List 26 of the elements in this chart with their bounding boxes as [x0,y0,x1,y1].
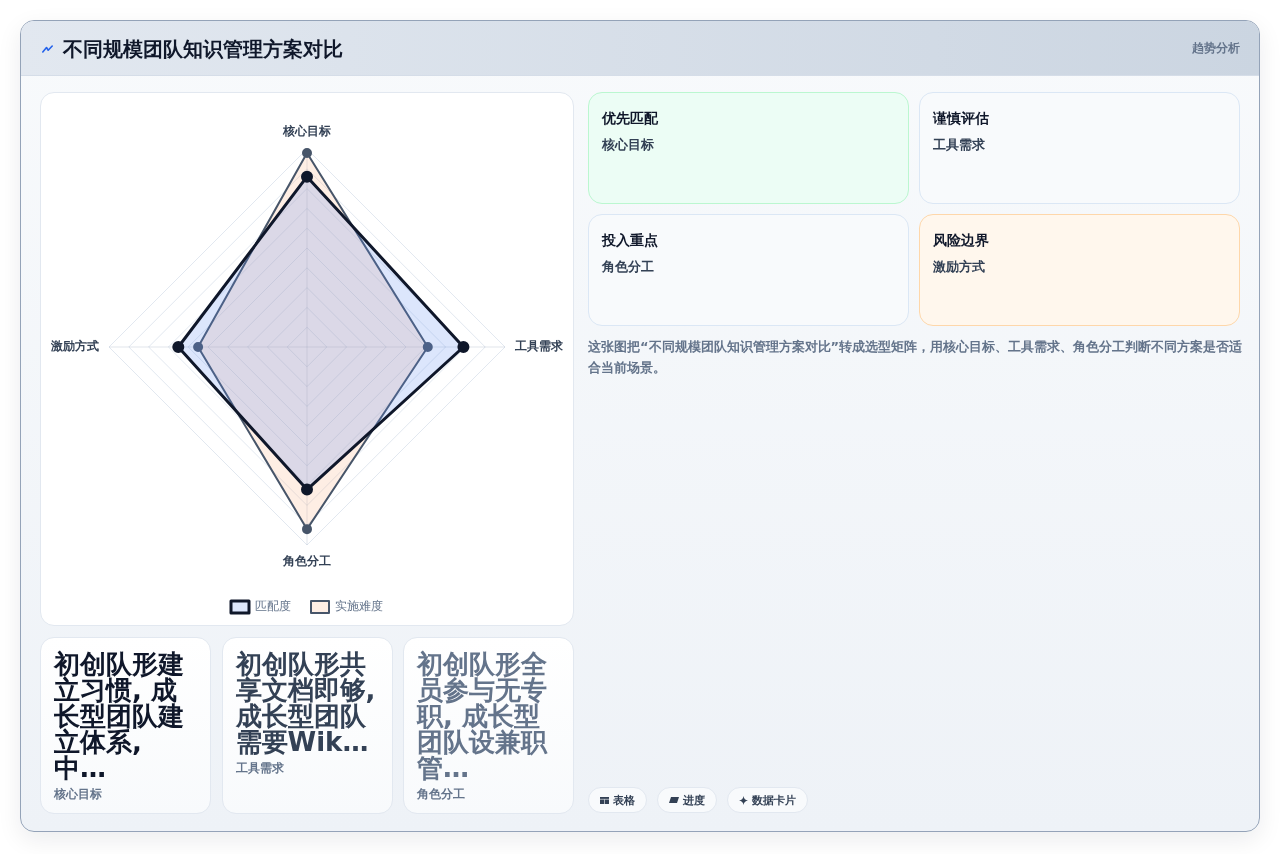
spoke-label: 核心目标 [282,123,331,138]
text: 谨慎评估 [933,109,989,127]
text: 表格 [613,792,635,808]
text: 核心目标 [54,787,103,801]
spoke-label: 工具需求 [514,339,564,354]
text: 优先匹配 [602,109,658,127]
text: 工具需求 [235,761,285,775]
text: 初创队形共享文档即够, 成长型团队需要Wik… [235,649,376,757]
text: 数据卡片 [752,792,796,808]
text: 初创队形建立习惯, 成长型团队建立体系, 中… [54,649,185,783]
text: 风险边界 [933,231,989,249]
chart-title: 不同规模团队知识管理方案对比 [63,37,343,61]
text: 激励方式 [933,259,985,275]
spoke-label: 角色分工 [282,554,331,569]
text: 这张图把“不同规模团队知识管理方案对比”转成选型矩阵，用核心目标、工具需求、角色分工判断不同方案是否适合当前场景。 [588,338,1244,377]
legend-label: 匹配度 [255,599,291,614]
text: 角色分工 [417,787,466,801]
text: 角色分工 [602,259,654,275]
text: 趋势分析 [1192,40,1240,56]
text: 核心目标 [602,137,654,153]
text: 投入重点 [602,231,658,249]
legend-label: 实施难度 [335,599,383,614]
spoke-label: 激励方式 [50,339,99,354]
text: 进度 [683,792,705,808]
text: 工具需求 [933,137,985,153]
text: 初创队形全员参与无专职, 成长型团队设兼职管… [417,649,549,783]
